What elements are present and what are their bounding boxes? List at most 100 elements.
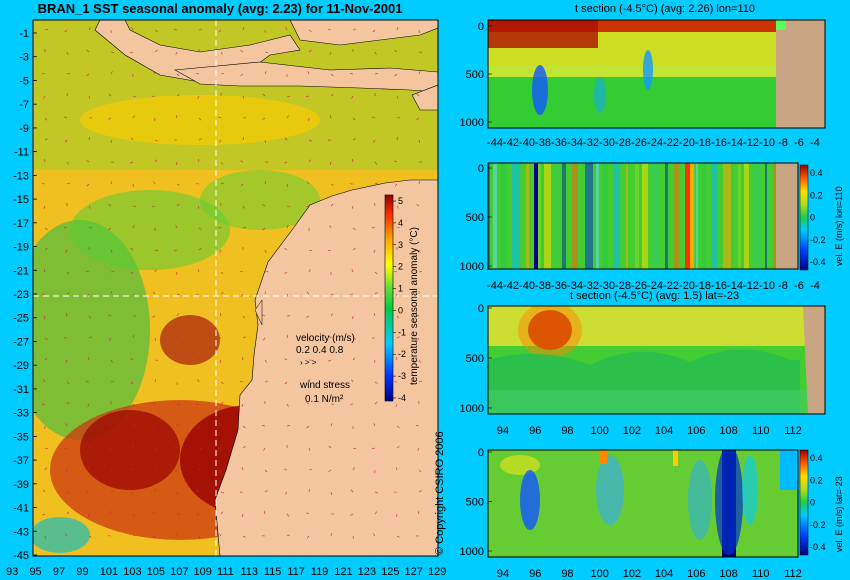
section-x-tick-label: 110 — [752, 425, 770, 437]
velocity-vector — [130, 247, 134, 251]
section-x-tick-label: -24 — [647, 280, 663, 292]
sst-colorbar-tick-label: 1 — [398, 284, 403, 294]
velocity-vector — [396, 226, 400, 229]
velocity-colorbar-tick-label: -0.4 — [810, 542, 826, 552]
velocity-vector — [44, 315, 46, 319]
velocity-vector — [394, 73, 398, 77]
map-x-tick-label: 125 — [381, 566, 399, 578]
velocity-vector — [88, 336, 92, 339]
p4-frame — [487, 449, 799, 558]
velocity-vector — [352, 227, 356, 230]
velocity-vector — [176, 491, 179, 495]
velocity-vector — [66, 161, 69, 165]
map-y-tick-label: -27 — [13, 336, 29, 348]
velocity-vector — [351, 379, 354, 383]
section-x-tick-label: 108 — [719, 425, 737, 437]
velocity-vector — [154, 139, 158, 142]
velocity-vector — [87, 513, 90, 517]
velocity-vector — [284, 51, 288, 54]
velocity-vector — [198, 357, 202, 361]
velocity-vector — [374, 271, 378, 275]
velocity-vector — [264, 139, 267, 143]
p2-stripe — [744, 163, 749, 269]
velocity-vector — [264, 490, 268, 493]
p2-stripe — [773, 163, 777, 269]
map-y-tick-label: -45 — [13, 550, 29, 562]
velocity-vector — [132, 95, 136, 98]
velocity-vector — [220, 73, 225, 75]
velocity-vector — [416, 314, 420, 317]
velocity-vector — [352, 357, 356, 361]
map-x-tick-label: 93 — [6, 566, 18, 578]
section-x-tick-label: -16 — [711, 280, 727, 292]
velocity-vector — [88, 535, 92, 538]
p2-stripe — [512, 163, 520, 269]
p2-stripe — [702, 163, 706, 269]
velocity-vector — [197, 205, 200, 209]
velocity-vector — [44, 117, 48, 121]
sst-colorbar-tick-label: 5 — [398, 196, 403, 206]
sst-colorbar-tick-label: -2 — [398, 349, 406, 359]
velocity-vector — [396, 315, 400, 319]
velocity-vector — [330, 203, 334, 207]
velocity-vector — [328, 445, 332, 449]
velocity-vector — [220, 161, 224, 165]
velocity-vector — [286, 335, 288, 339]
section-x-tick-label: -38 — [535, 280, 551, 292]
velocity-vector — [154, 447, 157, 451]
section-x-tick-label: -22 — [663, 137, 679, 149]
velocity-vector — [264, 249, 267, 253]
section-y-tick-label: 500 — [466, 353, 484, 365]
sst-colorbar-tick-label: -1 — [398, 327, 406, 337]
velocity-vector — [330, 73, 334, 77]
velocity-vector — [418, 380, 422, 383]
velocity-vector — [220, 491, 224, 494]
p2-warm-jet-edge — [690, 163, 694, 269]
velocity-vector — [284, 358, 288, 361]
p3-warm-halo — [518, 306, 582, 358]
section-x-tick-label: -14 — [727, 280, 743, 292]
velocity-vector — [372, 533, 376, 537]
p4-axes: 94 96 98 100 102 104 106 108 110 112 0 500 1000 — [460, 447, 802, 580]
velocity-vector — [154, 49, 158, 53]
velocity-vector — [372, 116, 376, 119]
section-x-tick-label: -40 — [519, 137, 535, 149]
velocity-vector — [308, 139, 312, 142]
velocity-vector — [263, 447, 266, 451]
velocity-vector — [307, 71, 310, 75]
velocity-vector — [43, 269, 46, 273]
section-x-tick-label: -8 — [778, 280, 788, 292]
velocity-vector — [42, 403, 46, 405]
p2-stripe — [613, 163, 620, 269]
velocity-vector — [88, 227, 92, 229]
p2-stripe — [526, 163, 529, 269]
velocity-vector — [66, 401, 70, 405]
velocity-vector — [394, 270, 398, 273]
section-x-tick-label: -6 — [794, 280, 804, 292]
p2-stripe — [696, 163, 698, 269]
velocity-vector — [328, 249, 332, 251]
velocity-colorbar-tick-label: 0.4 — [810, 168, 823, 178]
velocity-vector — [218, 29, 222, 33]
velocity-vector — [130, 271, 134, 274]
velocity-vector — [176, 203, 180, 207]
velocity-vector — [306, 291, 310, 295]
velocity-vector — [242, 205, 245, 209]
velocity-vector — [66, 51, 69, 55]
velocity-vector — [64, 227, 68, 229]
map-x-tick-label: 111 — [217, 566, 234, 578]
velocity-vector — [109, 447, 112, 451]
p2-axes: -44 -42 -40 -38 -36 -34 -32 -30 -28 -26 -24 -22 -20-… — [460, 163, 820, 292]
map-y-tick-label: -1 — [19, 28, 29, 40]
velocity-vector — [110, 139, 112, 143]
velocity-vector — [198, 315, 200, 320]
velocity-vector — [132, 403, 135, 407]
velocity-vector — [328, 359, 332, 362]
section-x-tick-label: -14 — [727, 137, 743, 149]
p2-stripe — [652, 163, 660, 269]
section-y-tick-label: 1000 — [460, 546, 484, 558]
velocity-vector — [242, 446, 246, 449]
section-x-tick-label: -8 — [778, 137, 788, 149]
velocity-vector — [394, 183, 398, 187]
velocity-vector — [307, 181, 310, 185]
